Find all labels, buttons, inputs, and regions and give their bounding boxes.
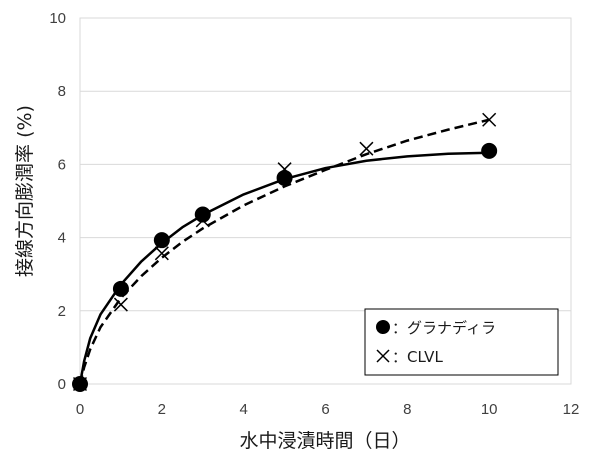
x-tick-label: 8 [403,401,411,418]
x-tick-label: 4 [239,401,247,418]
data-point-granadilla [112,280,129,297]
legend-box [364,308,559,376]
x-marker-stroke [359,141,374,156]
x-tick-label: 6 [321,401,329,418]
data-point-clvl [359,141,374,156]
y-tick-label: 6 [58,156,66,173]
x-tick-label: 12 [563,401,580,418]
legend-marker-circle [376,320,390,334]
data-point-clvl [113,297,128,312]
tick-labels: 0 2 4 6 8 10 0 2 4 6 8 10 12 [49,10,579,418]
x-marker-stroke [113,297,128,312]
x-marker-stroke [154,246,169,261]
y-tick-label: 2 [58,303,66,320]
data-point-granadilla [276,169,293,186]
data-point-clvl [72,376,88,392]
data-point-granadilla [481,142,498,159]
data-point-clvl [277,162,292,177]
x-marker-stroke [72,376,88,392]
x-tick-label: 10 [481,401,498,418]
y-tick-label: 0 [58,376,66,393]
y-tick-label: 4 [58,230,66,247]
legend-label-granadilla: ：グラナディラ [392,319,496,337]
data-point-clvl [482,112,497,127]
legend: ：グラナディラ ：CLVL [364,308,559,376]
x-axis-title: 水中浸漬時間（日） [239,430,410,452]
x-tick-label: 2 [158,401,166,418]
data-point-clvl [154,246,169,261]
fit-curve-clvl [78,118,490,385]
x-marker-stroke [482,112,497,127]
data-point-granadilla [153,232,170,249]
plot-area-border [79,17,572,385]
fit-curves [78,118,490,385]
data-point-clvl [195,213,210,228]
x-tick-label: 0 [76,401,84,418]
y-tick-label: 10 [49,10,66,27]
legend-label-clvl: ：CLVL [392,348,443,366]
x-marker-stroke [277,162,292,177]
fit-curve-granadilla [78,151,490,385]
gridlines [80,90,571,312]
x-marker-stroke [195,213,210,228]
data-point-granadilla [194,206,211,223]
y-tick-label: 8 [58,83,66,100]
y-axis-title: 接線方向膨潤率 (%) [14,105,36,277]
legend-marker-x [376,349,390,363]
data-points [72,112,498,392]
